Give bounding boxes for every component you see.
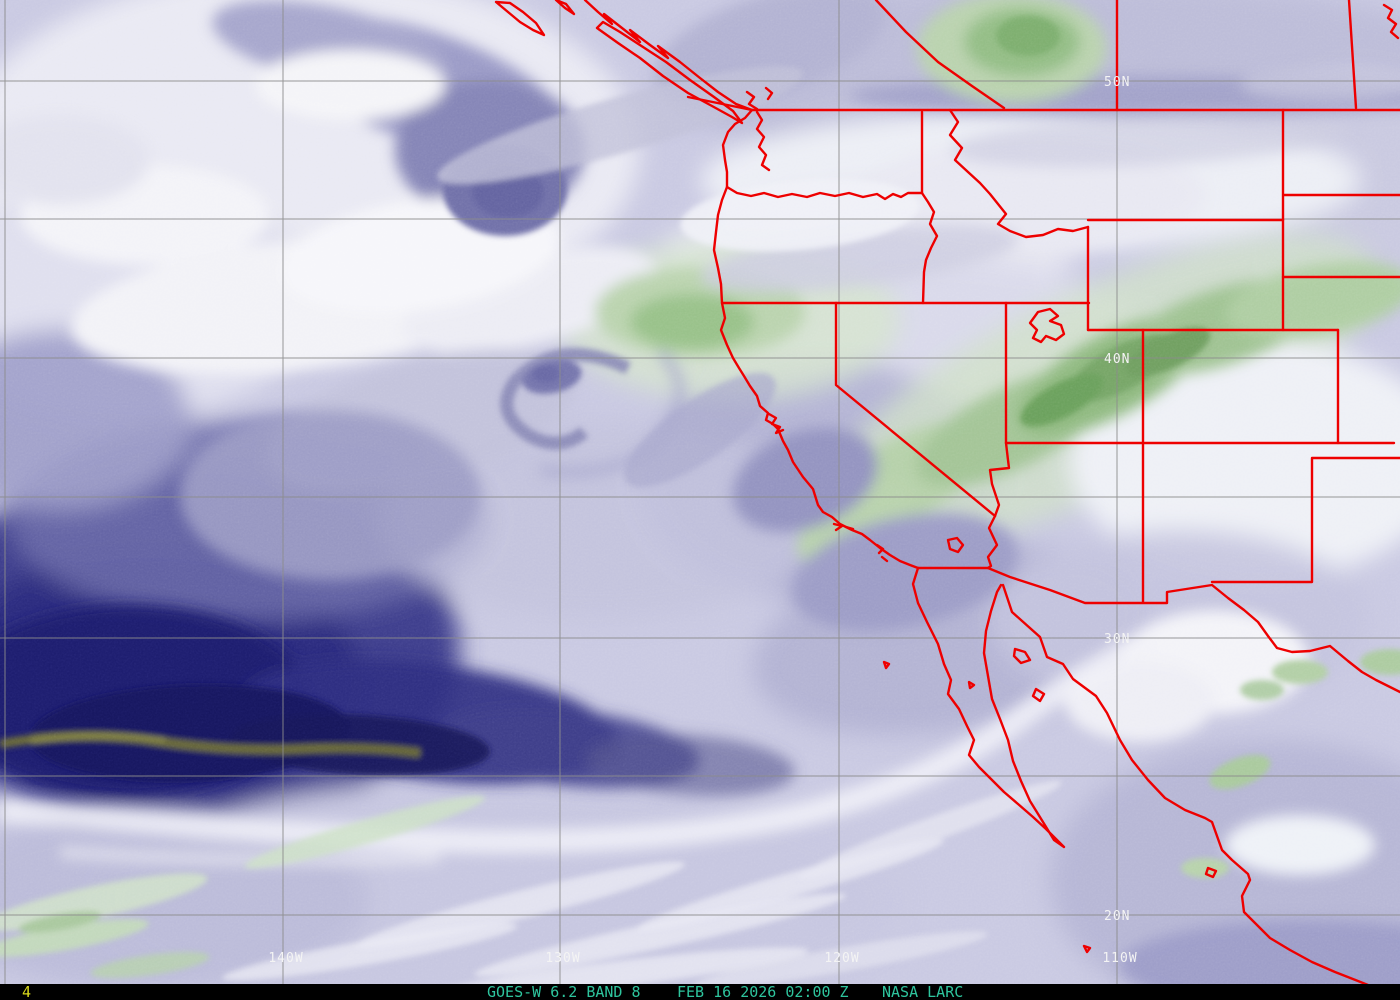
border-nv-az-river [988,441,1011,518]
lake-salton-sea [946,536,965,554]
lat-label-40n: 40N [1104,352,1130,367]
border-us-mexico [916,566,1400,694]
lon-label-110w: 110W [1102,951,1137,966]
border-saskatchewan-manitoba [1347,0,1358,110]
border-or-id [920,191,939,305]
lon-label-140w: 140W [268,951,303,966]
map-boundaries [494,0,1400,987]
lat-label-30n: 30N [1104,632,1130,647]
border-mt-east [1281,108,1400,279]
border-nm-tx [1210,456,1400,584]
coastline-puget-sound [745,86,774,172]
lakes-top-right [1382,3,1400,40]
border-ca-nv [834,301,997,518]
grid-labels: 50N 40N 30N 20N 140W 130W 120W 110W [268,75,1137,966]
lake-great-salt [1028,307,1066,344]
frame-indicator: 4 [22,983,31,1000]
border-bc-alberta [874,0,1006,110]
coastline-bc [583,0,754,112]
border-id-mt [948,108,1090,239]
island-haida-gwaii [494,0,576,37]
san-francisco-bay [767,412,785,435]
island-vancouver [595,20,744,125]
caption-timestamp: FEB 16 2026 02:00 Z [677,983,849,1000]
caption-credit: NASA LARC [882,983,963,1000]
peninsula-baja [911,566,1066,849]
caption-bar: 4 GOES-W 6.2 BAND 8 FEB 16 2026 02:00 Z … [0,983,1400,1000]
coastline-mexico-mainland [1001,583,1370,987]
lon-label-130w: 130W [545,951,580,966]
islands-gulf-of-california [967,647,1218,954]
islands-channel [832,522,891,670]
lat-label-50n: 50N [1104,75,1130,90]
border-wa-or [725,185,924,201]
lon-label-120w: 120W [824,951,859,966]
caption-band-label: GOES-W 6.2 BAND 8 [487,983,641,1000]
lat-label-20n: 20N [1104,909,1130,924]
border-ca-az-river [986,514,999,570]
caption-bar-background [0,984,1400,1000]
